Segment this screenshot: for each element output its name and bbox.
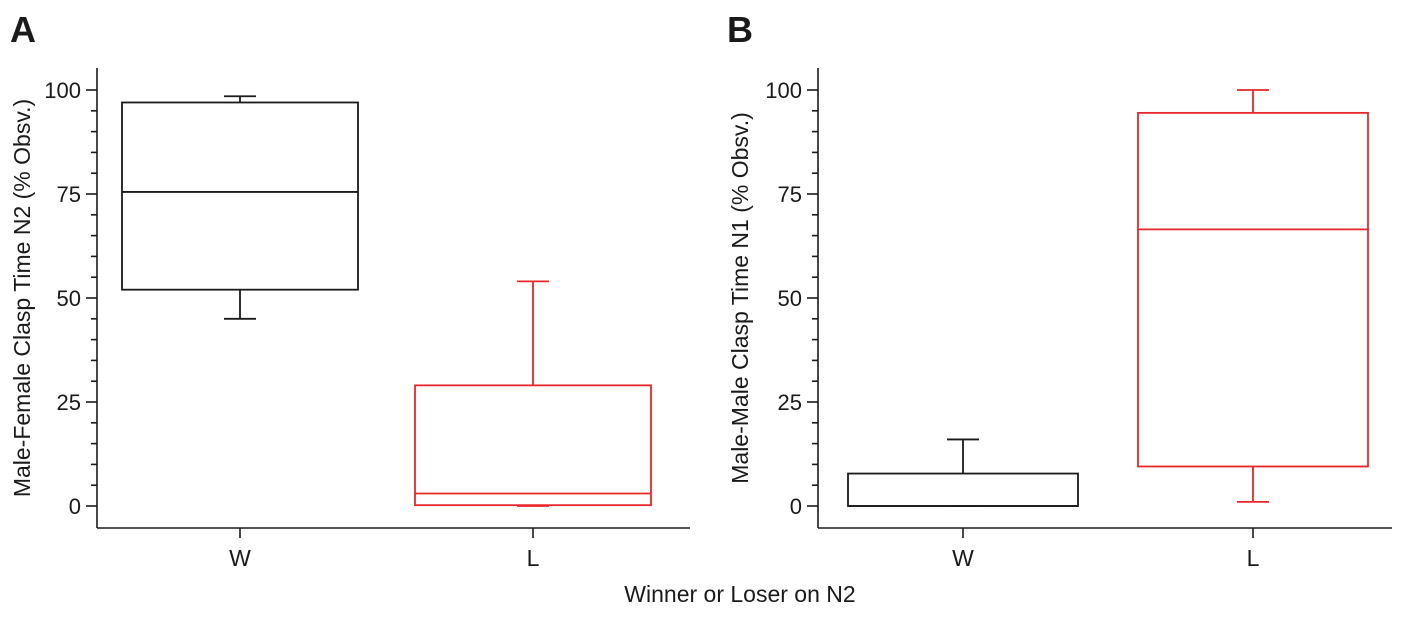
panel-label: A — [10, 9, 36, 50]
y-tick-label: 25 — [57, 390, 81, 415]
box-l — [414, 280, 652, 507]
x-tick-label: W — [229, 545, 251, 571]
box-l — [1137, 89, 1369, 503]
box-body — [121, 101, 359, 291]
y-tick-label: 75 — [57, 182, 81, 207]
chart-panel-a: A Male-Female Clasp Time N2 (% Obsv.) 0 25 5… — [9, 9, 690, 571]
y-axis-label: Male-Female Clasp Time N2 (% Obsv.) — [9, 99, 35, 497]
x-tick-label: W — [952, 545, 974, 571]
y-tick-label: 50 — [778, 286, 802, 311]
x-tick-label: L — [527, 545, 540, 571]
y-tick-label: 75 — [778, 182, 802, 207]
y-tick-label: 50 — [57, 286, 81, 311]
y-tick-label: 0 — [790, 494, 802, 519]
box-w — [847, 438, 1079, 507]
box-body — [1137, 111, 1369, 468]
chart-panel-b: B Male-Male Clasp Time N1 (% Obsv.) 0 25 50 7… — [727, 9, 1392, 571]
panel-label: B — [727, 9, 753, 50]
shared-x-axis-label: Winner or Loser on N2 — [624, 581, 855, 607]
box-w — [121, 95, 359, 320]
y-tick-label: 100 — [44, 78, 81, 103]
y-tick-label: 25 — [778, 390, 802, 415]
y-axis-label: Male-Male Clasp Time N1 (% Obsv.) — [727, 112, 753, 484]
y-tick-label: 0 — [69, 494, 81, 519]
box-body — [414, 384, 652, 507]
x-tick-label: L — [1247, 545, 1260, 571]
y-tick-label: 100 — [765, 78, 802, 103]
box-body — [847, 472, 1079, 507]
